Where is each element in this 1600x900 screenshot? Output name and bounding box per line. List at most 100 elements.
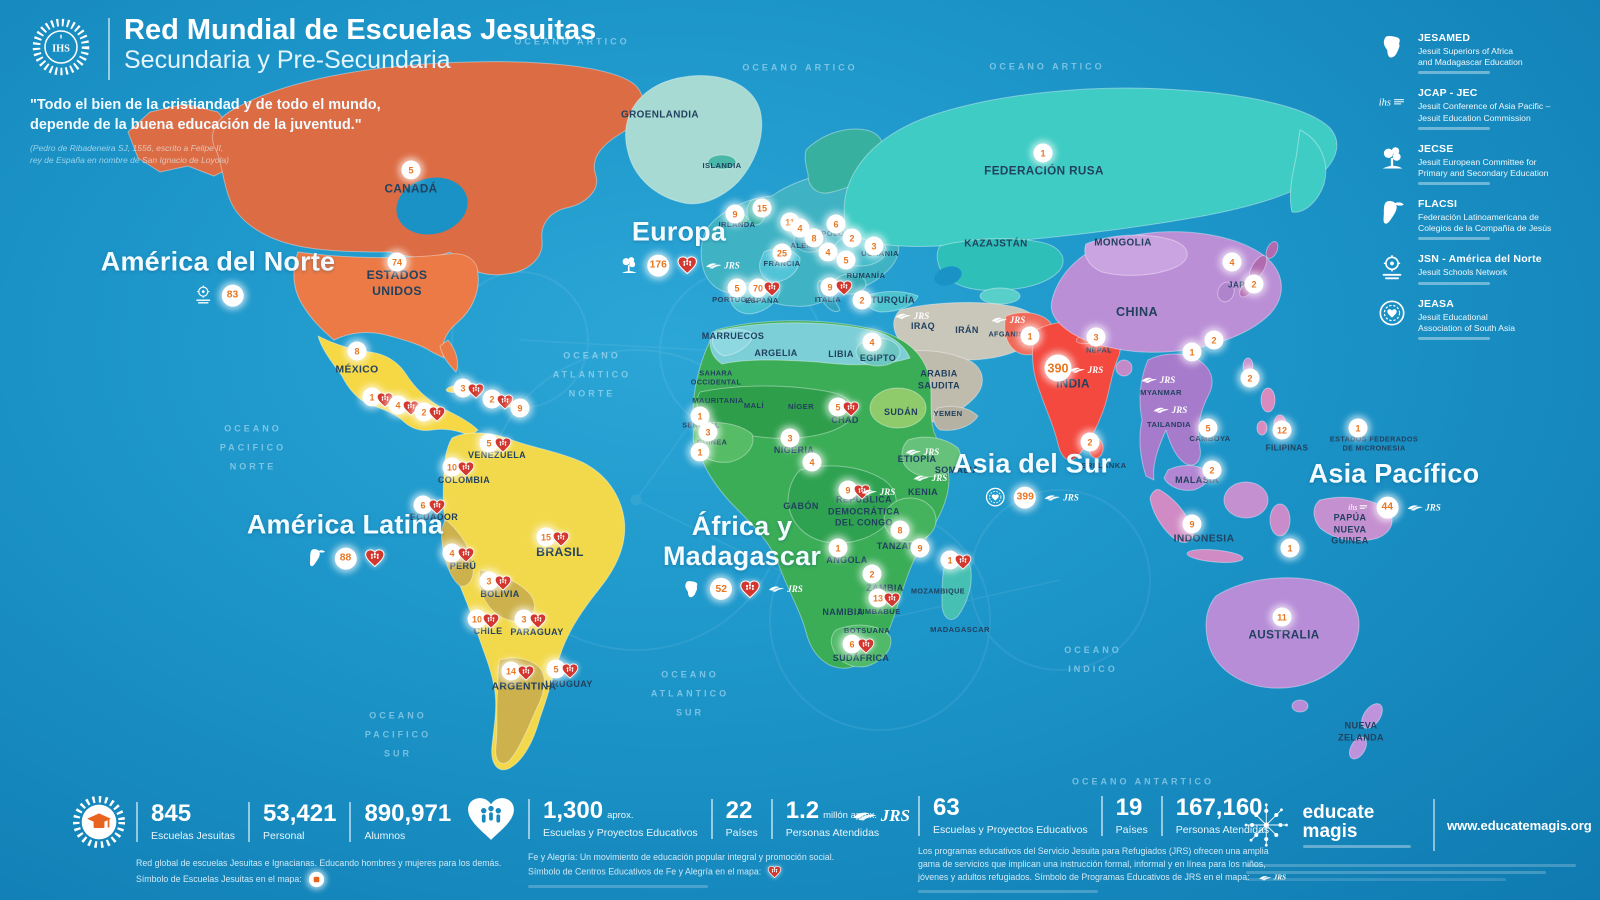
school-count-badge: 1 [362, 387, 382, 407]
region-label: Asia Pacífico [1308, 458, 1480, 489]
country-label: ZIMBABUE [857, 607, 901, 617]
country-label: POLONIA [821, 229, 859, 239]
fya-heart-badge [457, 461, 475, 477]
map-symbol-sample [768, 866, 782, 879]
country-label: GABÓN [783, 501, 819, 512]
page-title: Red Mundial de Escuelas Jesuitas [124, 14, 597, 46]
legend-org-description: Jesuit European Committee for Primary an… [1418, 156, 1549, 178]
ocean-label: OCEANO ANTARTICO [1072, 776, 1214, 787]
stat-value-note: millón aprox. [823, 810, 877, 821]
school-count-badge: 4 [442, 543, 462, 563]
stat-metric: 890,971 Alumnos [349, 802, 464, 842]
legend-org-description: Jesuit Schools Network [1418, 267, 1508, 278]
country-label: ANGOLA [826, 555, 868, 566]
stat-metric: 22 Países [710, 797, 771, 839]
country-label: TURQUÍA [871, 295, 915, 306]
fya-heart-badge [467, 383, 485, 399]
landmass-marruecos [711, 329, 755, 357]
stat-value: 1.2 millón aprox. [785, 797, 877, 824]
stat-group-fya: 1,300 aprox. Escuelas y Proyectos Educativ… [462, 796, 892, 889]
school-count-badge: 10 [442, 457, 462, 477]
flacsi-logo-icon [306, 548, 327, 569]
landmass-kamchatka [1289, 129, 1327, 213]
jrs-badge: JRS [991, 315, 1025, 325]
header-divider [108, 18, 110, 80]
school-count-badge: 5 [401, 160, 421, 180]
map-symbol-sample: JRS [1258, 873, 1286, 884]
legend-org-url-placeholder [1418, 71, 1490, 75]
country-label: BOLIVIA [480, 589, 520, 600]
stat-label: Escuelas y Proyectos Educativos [543, 827, 698, 839]
quote-attribution: (Pedro de Ribadeneira SJ, 1556, escrito … [30, 143, 229, 166]
school-count-badge: 3 [479, 571, 499, 591]
country-label: ISLANDIA [702, 161, 742, 171]
landmass-nueva-zelanda-sur [1348, 736, 1368, 760]
stat-label: Países [1115, 824, 1148, 836]
country-label: NAMIBIA [822, 607, 864, 618]
landmass-nueva-guinea [1313, 496, 1393, 542]
fya-heart-badge [494, 437, 512, 453]
landmass-asia-central [979, 287, 1021, 305]
landmass-sulawesi [1269, 503, 1291, 537]
stat-value: 22 [725, 797, 753, 824]
school-count-badge: 3 [1086, 327, 1106, 347]
stat-value: 19 [1115, 794, 1143, 821]
jesamed-logo-icon [681, 579, 702, 600]
stat-value: 53,421 [263, 800, 337, 827]
landmass-bangladesh [1115, 359, 1133, 377]
school-count-badge: 13 [868, 588, 888, 608]
fya-heart-badge [529, 613, 547, 629]
school-count-badge: 6 [842, 634, 862, 654]
school-count-badge: 74 [387, 252, 407, 272]
jecse-logo-icon [1376, 143, 1408, 173]
country-label: MAURITANIA [692, 396, 744, 406]
jrs-label: JRS [1171, 405, 1188, 415]
stat-value: 890,971 [364, 800, 452, 827]
school-count-badge: 2 [1080, 432, 1100, 452]
country-label: REPÚBLICA DEMOCRÁTICA DEL CONGO [828, 494, 900, 528]
legend-org-abbr: JESAMED [1418, 32, 1471, 44]
school-count-badge: 6 [413, 495, 433, 515]
jsn-logo-icon [192, 285, 213, 306]
legend-org-description: Jesuit Conference of Asia Pacific – Jesu… [1418, 101, 1551, 123]
ocean-label: OCEANO PACIFICO NORTE [219, 423, 287, 472]
fya-heart-badge [494, 575, 512, 591]
fya-heart-badge [842, 401, 860, 417]
stat-caption: Los programas educativos del Servicio Je… [918, 846, 1286, 884]
region-label: África y Madagascar [662, 510, 822, 571]
legend-org-abbr: JCAP - JEC [1418, 87, 1478, 100]
ihs-logo-text: IHS [52, 44, 70, 55]
stat-label: Países [725, 827, 758, 839]
country-label: CHINA [1116, 304, 1158, 319]
school-count-badge: 4 [388, 395, 408, 415]
school-count-badge: 8 [804, 228, 824, 248]
country-label: MARRUECOS [701, 331, 765, 342]
quote-line-1: "Todo el bien de la cristiandad y de tod… [30, 97, 381, 113]
school-count-badge: 9 [838, 480, 858, 500]
country-label: LIBIA [828, 349, 854, 360]
jcap-logo-icon: ihs [1376, 87, 1408, 117]
region-label-group: Europa 176 JRS [618, 217, 740, 277]
flacsi-logo-icon [1376, 198, 1408, 228]
jrs-badge: JRS [895, 311, 929, 321]
fya-stat-icon [462, 796, 520, 842]
map-symbol-sample [308, 872, 324, 888]
stat-value: 1,300 aprox. [543, 797, 634, 824]
legend-item-jesamed: JESAMED Jesuit Superiors of Africa and Ma… [1376, 32, 1592, 75]
region-badges: 399 JRS [985, 486, 1079, 509]
country-label: COLOMBIA [437, 475, 491, 486]
country-label: PERÚ [449, 561, 477, 572]
stat-caption: Red global de escuelas Jesuitas e Ignaci… [136, 857, 501, 889]
stat-label: Personas Atendidas [1175, 824, 1270, 836]
school-count-badge: 8 [890, 520, 910, 540]
country-label: MALÍ [743, 401, 765, 411]
school-count-badge: 2 [414, 402, 434, 422]
school-count-badge: 14 [501, 661, 521, 681]
school-count-badge: 1 [1280, 538, 1300, 558]
country-label: BOTSUANA [843, 626, 891, 636]
landmass-japon-2 [1265, 241, 1279, 259]
country-label: SUDÁFRICA [832, 653, 890, 664]
school-count-badge: 1 [940, 550, 960, 570]
country-label: AFGANISTÁN [988, 329, 1040, 339]
landmass-congo [787, 465, 897, 544]
